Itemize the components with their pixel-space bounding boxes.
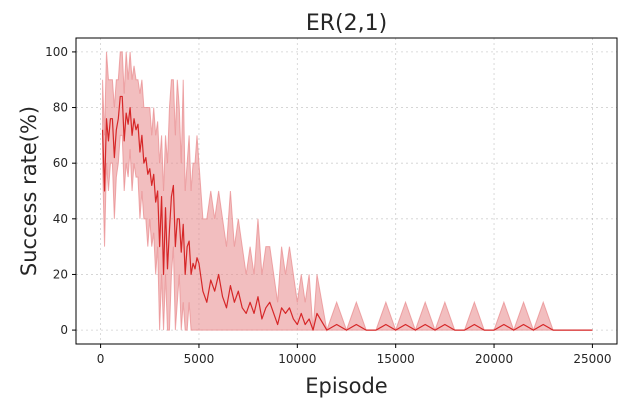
x-tick-label: 25000	[573, 352, 611, 366]
y-tick-label: 60	[53, 156, 68, 170]
x-tick-label: 5000	[184, 352, 215, 366]
confidence-band-layer	[102, 51, 593, 333]
x-axis-ticks: 0 5000 10000 15000 20000 25000	[97, 344, 612, 366]
x-tick-label: 15000	[377, 352, 415, 366]
x-tick-label: 10000	[278, 352, 316, 366]
y-tick-label: 80	[53, 101, 68, 115]
mean-line	[101, 95, 593, 331]
y-axis-ticks: 0 20 40 60 80 100	[45, 45, 76, 337]
confidence-band	[102, 51, 593, 333]
y-tick-label: 0	[60, 323, 68, 337]
mean-line-layer	[101, 95, 593, 331]
y-tick-label: 100	[45, 45, 68, 59]
y-tick-label: 40	[53, 212, 68, 226]
y-tick-label: 20	[53, 267, 68, 281]
y-axis-label: Success rate(%)	[17, 106, 41, 276]
axes-frame	[75, 37, 618, 345]
chart-title: ER(2,1)	[306, 11, 387, 36]
x-tick-label: 20000	[475, 352, 513, 366]
x-tick-label: 0	[97, 352, 105, 366]
x-axis-label: Episode	[305, 374, 387, 398]
